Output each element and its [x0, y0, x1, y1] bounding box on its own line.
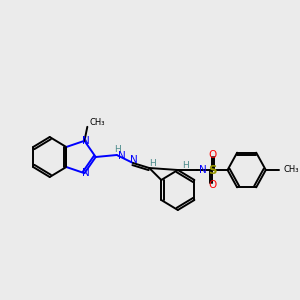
Text: N: N [82, 136, 89, 146]
Text: S: S [208, 164, 217, 176]
Text: H: H [114, 146, 121, 154]
Text: N: N [130, 155, 138, 165]
Text: CH₃: CH₃ [284, 166, 299, 175]
Text: N: N [199, 165, 207, 175]
Text: O: O [208, 150, 216, 160]
Text: O: O [208, 180, 216, 190]
Text: N: N [118, 151, 125, 161]
Text: H: H [182, 160, 189, 169]
Text: H: H [149, 158, 155, 167]
Text: N: N [82, 168, 89, 178]
Text: CH₃: CH₃ [89, 118, 105, 127]
